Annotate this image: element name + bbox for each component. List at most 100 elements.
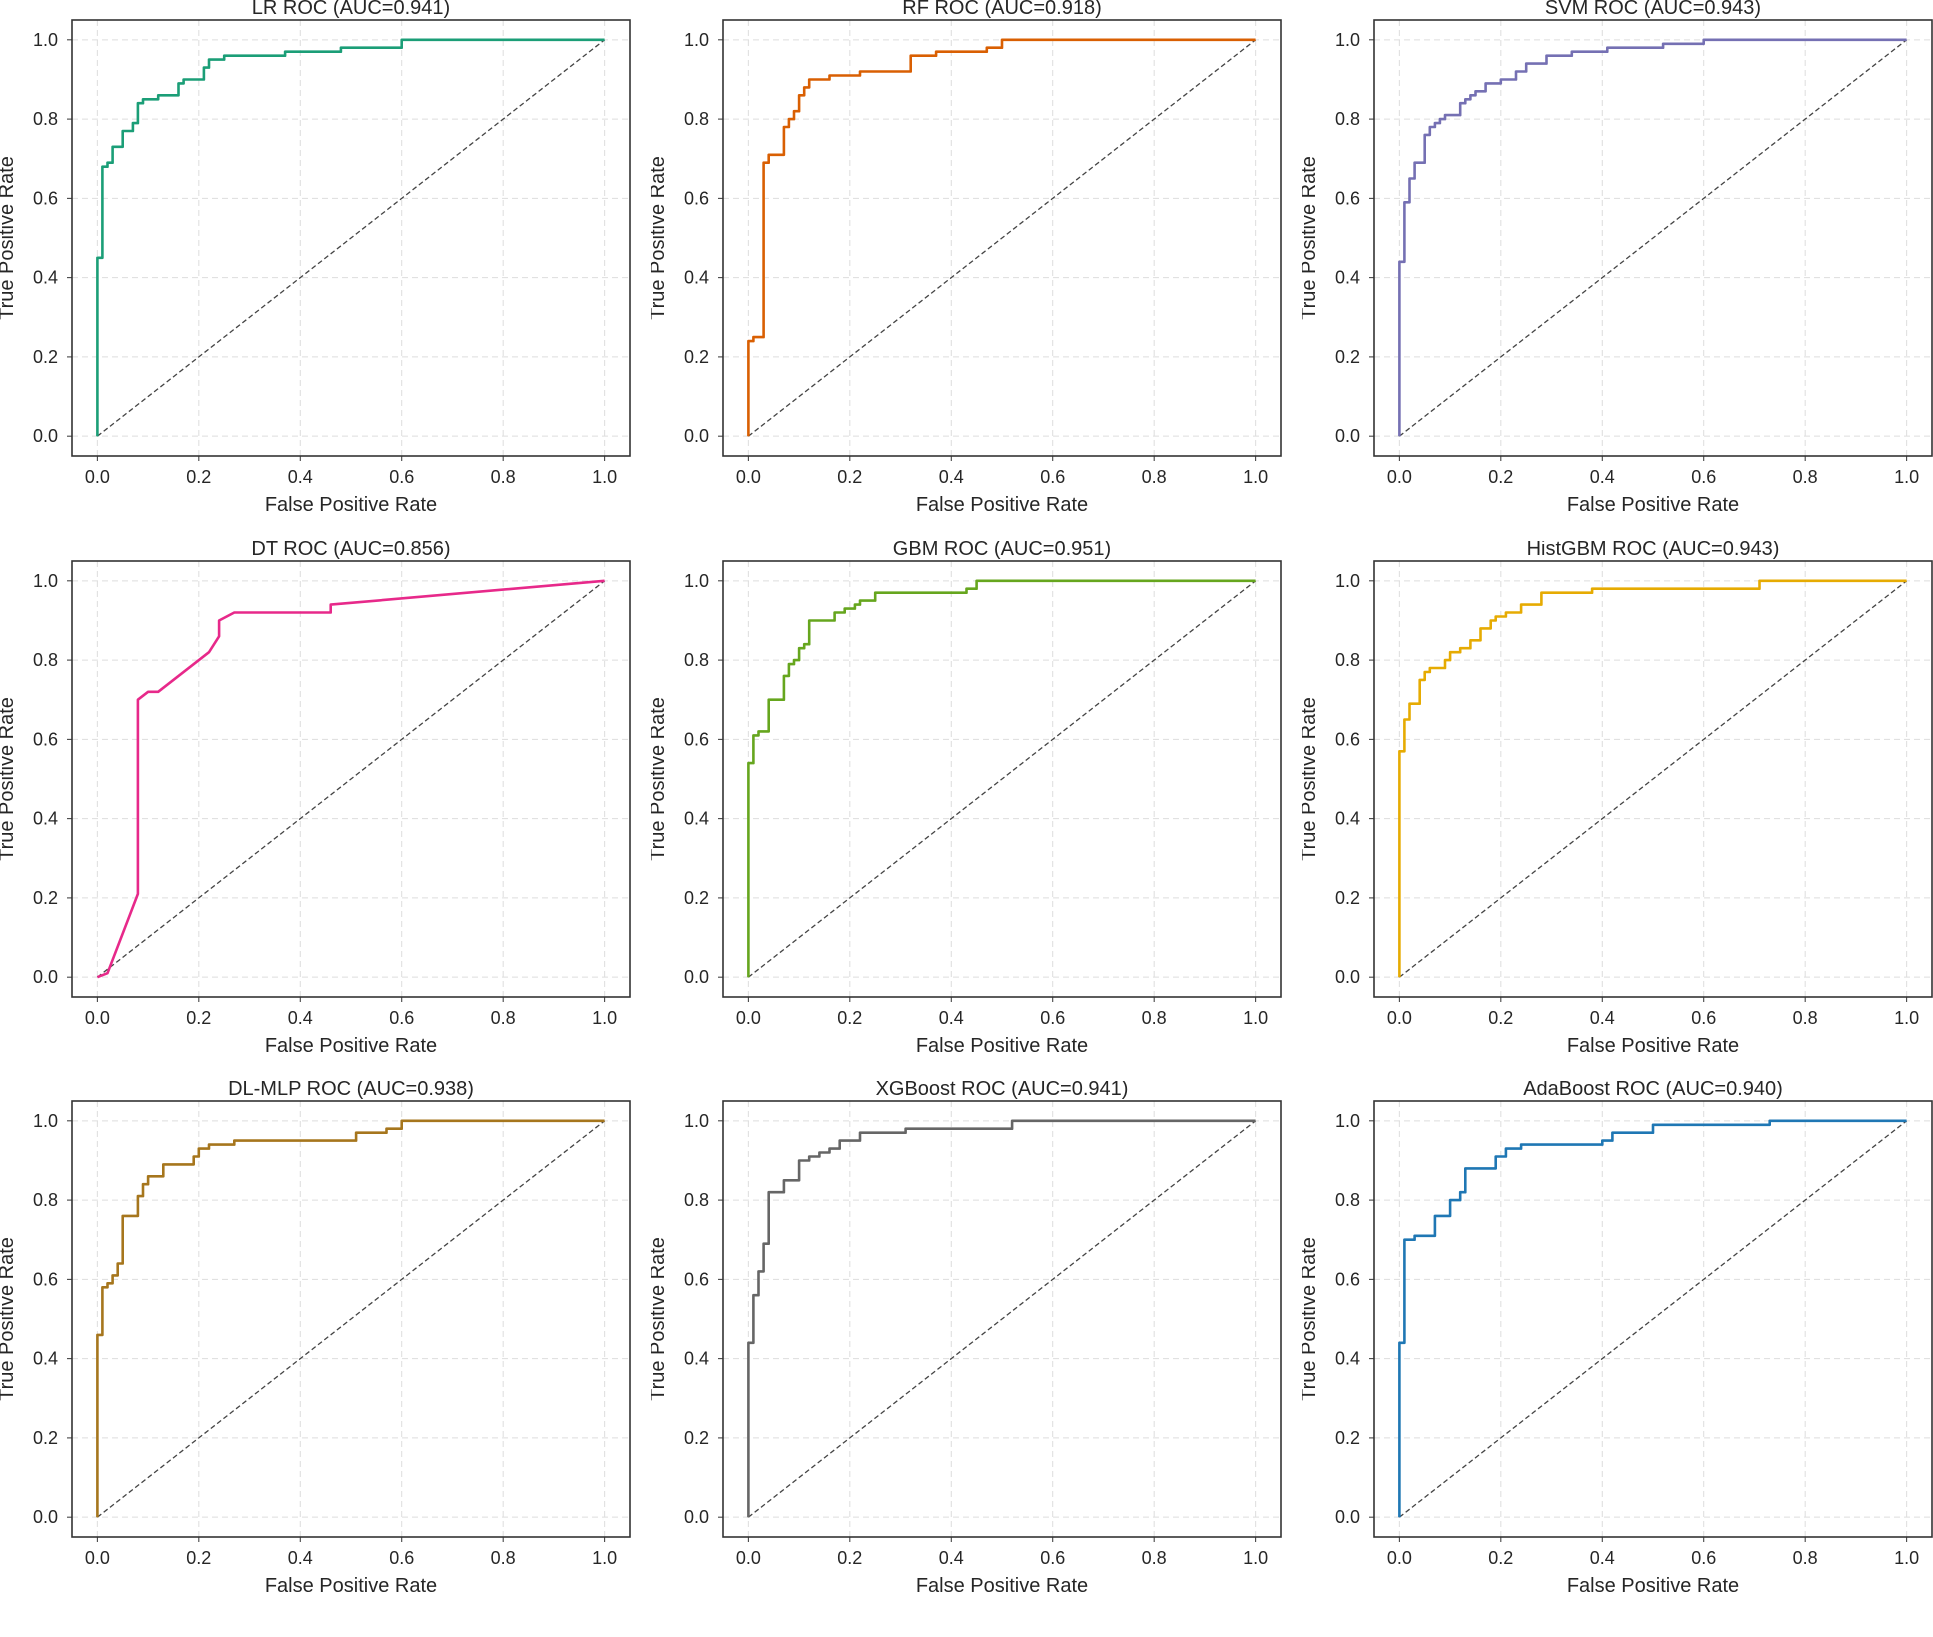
y-tick-label: 0.0 <box>684 1507 709 1527</box>
roc-panel-xgboost: 0.0 0.2 0.4 0.6 0.8 1.0 0.0 0.2 0.4 0.6 0.8 1.0 XGBo… <box>647 1078 1289 1637</box>
y-tick-label: 0.0 <box>1335 967 1360 987</box>
x-axis-label: False Positive Rate <box>916 1035 1088 1057</box>
y-tick-label: 0.0 <box>33 967 58 987</box>
x-tick-label: 0.0 <box>85 1548 110 1568</box>
x-tick-label: 0.4 <box>1590 467 1615 487</box>
x-tick-label: 1.0 <box>1243 1548 1268 1568</box>
y-tick-label: 1.0 <box>1335 571 1360 591</box>
x-tick-label: 0.2 <box>837 1008 862 1028</box>
x-tick-label: 0.4 <box>939 1548 964 1568</box>
roc-curve-xgboost <box>747 1119 1256 1518</box>
y-tick-label: 0.6 <box>684 188 709 208</box>
x-tick-label: 0.2 <box>1488 1008 1513 1028</box>
x-tick-label: 0.8 <box>1142 1548 1167 1568</box>
x-axis-label: False Positive Rate <box>1567 494 1739 516</box>
roc-panel-histgbm: 0.0 0.2 0.4 0.6 0.8 1.0 0.0 0.2 0.4 0.6 0.8 1.0 Hist… <box>1298 538 1933 1097</box>
roc-panel-svm: 0.0 0.2 0.4 0.6 0.8 1.0 0.0 0.2 0.4 0.6 0.8 1.0 SVM … <box>1298 0 1933 556</box>
y-tick-label: 0.8 <box>1335 109 1360 129</box>
y-tick-label: 0.6 <box>33 729 58 749</box>
plot-frame <box>1373 19 1933 457</box>
y-tick-label: 0.8 <box>33 1190 58 1210</box>
y-tick-label: 0.0 <box>684 426 709 446</box>
y-tick-label: 0.0 <box>684 967 709 987</box>
x-tick-label: 1.0 <box>1243 467 1268 487</box>
roc-chart-svg: 0.0 0.2 0.4 0.6 0.8 1.0 0.0 0.2 0.4 0.6 0.8 1.0 LR R… <box>0 0 631 516</box>
y-tick-label: 0.6 <box>1335 1269 1360 1289</box>
x-tick-label: 0.8 <box>491 467 516 487</box>
y-axis-label: True Positive Rate <box>0 1237 18 1401</box>
y-tick-label: 1.0 <box>33 30 58 50</box>
x-tick-label: 0.8 <box>491 1548 516 1568</box>
y-tick-label: 0.4 <box>33 268 58 288</box>
roc-panel-lr: 0.0 0.2 0.4 0.6 0.8 1.0 0.0 0.2 0.4 0.6 0.8 1.0 LR R… <box>0 0 638 556</box>
chart-title: AdaBoost ROC (AUC=0.940) <box>1523 1081 1783 1100</box>
y-tick-label: 1.0 <box>684 30 709 50</box>
y-tick-label: 1.0 <box>33 571 58 591</box>
chance-diagonal-line <box>96 1120 606 1518</box>
x-tick-label: 1.0 <box>1243 1008 1268 1028</box>
y-tick-label: 0.8 <box>1335 1190 1360 1210</box>
x-tick-label: 0.8 <box>1793 1008 1818 1028</box>
y-tick-label: 0.8 <box>1335 650 1360 670</box>
x-tick-label: 0.0 <box>85 467 110 487</box>
x-tick-label: 0.8 <box>1793 1548 1818 1568</box>
roc-chart-svg: 0.0 0.2 0.4 0.6 0.8 1.0 0.0 0.2 0.4 0.6 0.8 1.0 DL-M… <box>0 1078 631 1597</box>
chance-diagonal-line <box>747 1120 1257 1518</box>
y-tick-label: 0.8 <box>684 1190 709 1210</box>
x-tick-label: 0.0 <box>736 1008 761 1028</box>
roc-chart-svg: 0.0 0.2 0.4 0.6 0.8 1.0 0.0 0.2 0.4 0.6 0.8 1.0 RF R… <box>647 0 1282 516</box>
y-tick-label: 0.6 <box>1335 188 1360 208</box>
x-tick-label: 1.0 <box>1894 1548 1919 1568</box>
chart-title: SVM ROC (AUC=0.943) <box>1545 0 1761 19</box>
x-tick-label: 0.6 <box>1691 1008 1716 1028</box>
roc-curve-rf <box>747 38 1256 437</box>
x-tick-label: 1.0 <box>1894 467 1919 487</box>
x-tick-label: 0.8 <box>491 1008 516 1028</box>
plot-frame <box>71 1100 631 1538</box>
y-axis-label: True Positive Rate <box>0 697 18 861</box>
chart-title: HistGBM ROC (AUC=0.943) <box>1527 541 1780 560</box>
plot-frame <box>722 560 1282 998</box>
y-tick-label: 0.2 <box>1335 1428 1360 1448</box>
chart-title: LR ROC (AUC=0.941) <box>252 0 450 19</box>
x-tick-label: 0.6 <box>1040 467 1065 487</box>
x-tick-label: 1.0 <box>592 1548 617 1568</box>
y-tick-label: 0.4 <box>1335 1349 1360 1369</box>
roc-chart-svg: 0.0 0.2 0.4 0.6 0.8 1.0 0.0 0.2 0.4 0.6 0.8 1.0 DT R… <box>0 538 631 1057</box>
roc-curve-histgbm <box>1398 579 1907 978</box>
x-tick-label: 0.0 <box>85 1008 110 1028</box>
x-tick-label: 0.8 <box>1142 1008 1167 1028</box>
chart-title: XGBoost ROC (AUC=0.941) <box>876 1081 1129 1100</box>
y-tick-label: 0.6 <box>684 1269 709 1289</box>
x-tick-label: 0.2 <box>186 1008 211 1028</box>
x-tick-label: 0.6 <box>1040 1548 1065 1568</box>
y-tick-label: 0.6 <box>33 188 58 208</box>
roc-curve-dt <box>96 579 605 979</box>
x-tick-label: 0.2 <box>1488 467 1513 487</box>
x-tick-label: 0.4 <box>939 467 964 487</box>
y-tick-label: 1.0 <box>1335 30 1360 50</box>
chance-diagonal-line <box>747 580 1257 978</box>
x-tick-label: 0.4 <box>288 1548 313 1568</box>
roc-chart-svg: 0.0 0.2 0.4 0.6 0.8 1.0 0.0 0.2 0.4 0.6 0.8 1.0 XGBo… <box>647 1078 1282 1597</box>
plot-frame <box>722 1100 1282 1538</box>
x-tick-label: 0.0 <box>736 1548 761 1568</box>
chart-title: DT ROC (AUC=0.856) <box>251 541 450 560</box>
y-tick-label: 0.4 <box>1335 809 1360 829</box>
y-axis-label: True Positive Rate <box>651 1237 669 1401</box>
y-tick-label: 0.0 <box>1335 1507 1360 1527</box>
y-tick-label: 0.4 <box>33 809 58 829</box>
chance-diagonal-line <box>96 39 606 437</box>
roc-curve-adaboost <box>1398 1119 1907 1518</box>
y-tick-label: 0.6 <box>33 1269 58 1289</box>
y-tick-label: 0.4 <box>33 1349 58 1369</box>
roc-chart-svg: 0.0 0.2 0.4 0.6 0.8 1.0 0.0 0.2 0.4 0.6 0.8 1.0 SVM … <box>1298 0 1933 516</box>
chance-diagonal-line <box>1398 39 1908 437</box>
x-tick-label: 0.0 <box>1387 467 1412 487</box>
y-tick-label: 0.4 <box>684 268 709 288</box>
x-tick-label: 0.8 <box>1793 467 1818 487</box>
y-tick-label: 0.8 <box>33 109 58 129</box>
x-tick-label: 0.6 <box>1040 1008 1065 1028</box>
x-axis-label: False Positive Rate <box>265 494 437 516</box>
y-tick-label: 0.4 <box>1335 268 1360 288</box>
